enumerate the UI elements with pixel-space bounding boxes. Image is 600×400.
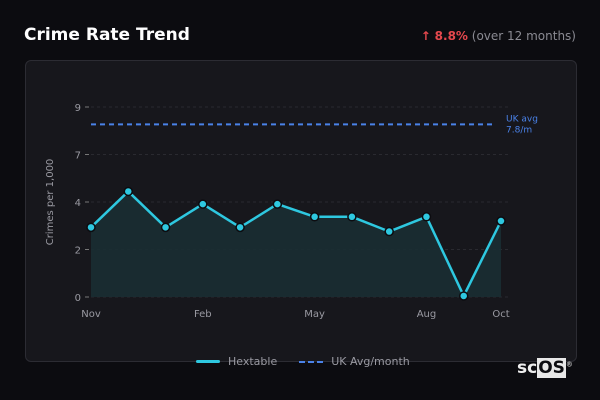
legend: Hextable UK Avg/month	[196, 355, 410, 368]
change-value: 8.8%	[434, 29, 468, 43]
x-tick-label: Aug	[417, 309, 437, 320]
legend-item-hextable[interactable]: Hextable	[196, 355, 277, 368]
page-title: Crime Rate Trend	[24, 25, 190, 45]
x-tick-label: Oct	[492, 309, 509, 320]
y-axis-label: Crimes per 1,000	[45, 159, 56, 246]
legend-label: UK Avg/month	[331, 355, 410, 368]
y-tick-label: 0	[75, 293, 81, 304]
arrow-up-icon: ↑	[420, 29, 431, 43]
y-tick-label: 4	[75, 198, 81, 209]
uk-avg-label: UK avg	[506, 114, 538, 124]
x-tick-label: Nov	[81, 309, 101, 320]
change-note: (over 12 months)	[471, 29, 576, 43]
legend-label: Hextable	[228, 355, 278, 368]
trend-change: ↑ 8.8% (over 12 months)	[421, 29, 576, 43]
y-tick-label: 2	[75, 246, 81, 257]
y-tick-label: 9	[75, 103, 81, 114]
legend-swatch-solid	[196, 360, 220, 363]
legend-swatch-dashed	[299, 360, 324, 363]
data-point	[496, 216, 506, 226]
data-point	[384, 226, 394, 237]
y-tick-label: 7	[75, 151, 81, 162]
x-tick-label: Feb	[194, 309, 212, 320]
data-point	[421, 212, 432, 222]
data-point	[309, 212, 320, 222]
data-point	[347, 212, 357, 222]
data-point	[123, 186, 134, 197]
data-point	[235, 222, 245, 233]
data-point	[86, 222, 96, 233]
uk-avg-value-label: 7.8/m	[506, 125, 532, 135]
data-point	[458, 291, 469, 301]
data-point	[198, 199, 208, 209]
logo: scOS®	[517, 358, 573, 378]
x-tick-label: May	[304, 309, 325, 320]
area-fill	[91, 191, 501, 297]
data-point	[272, 199, 283, 209]
data-point	[160, 222, 171, 233]
series-line	[90, 190, 503, 298]
legend-item-uk-avg[interactable]: UK Avg/month	[299, 355, 410, 368]
